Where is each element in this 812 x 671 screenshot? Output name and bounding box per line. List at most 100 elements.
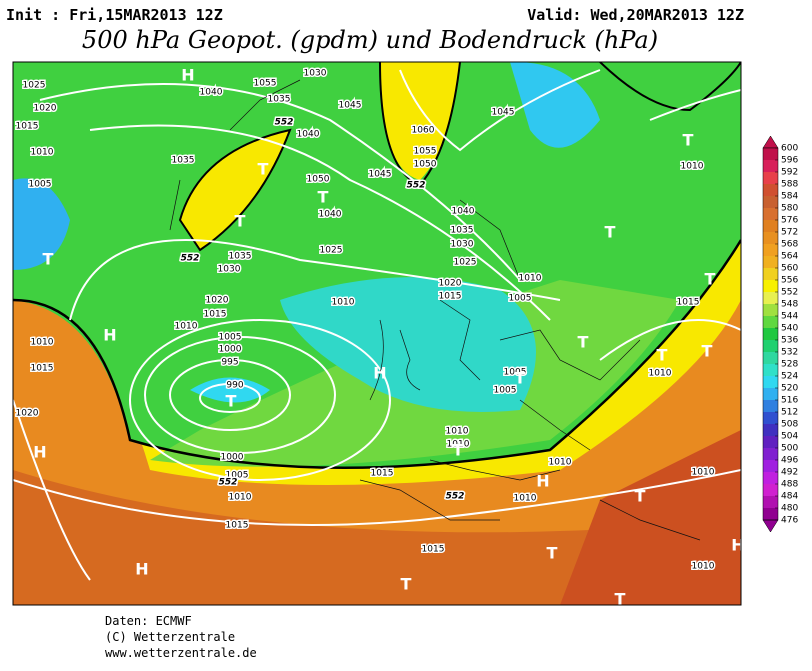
- colorbar-tick-label: 572: [781, 228, 798, 238]
- copyright: (C) Wetterzentrale: [105, 630, 235, 644]
- colorbar-tick-label: 536: [781, 336, 798, 346]
- contour-label: 552: [181, 254, 200, 264]
- colorbar-tick-label: 504: [781, 432, 798, 442]
- isobar-label: 1010: [31, 148, 54, 158]
- isobar-label: 1005: [226, 471, 249, 481]
- colorbar-swatch: [763, 268, 778, 280]
- colorbar-tick-label: 552: [781, 288, 798, 298]
- isobar-label: 1020: [206, 296, 229, 306]
- colorbar-swatch: [763, 352, 778, 364]
- isobar-label: 1015: [204, 310, 227, 320]
- contour-label: 552: [407, 181, 426, 191]
- map-frame: [12, 61, 742, 606]
- colorbar-tick-label: 532: [781, 348, 798, 358]
- colorbar-tick-label: 548: [781, 300, 798, 310]
- low-pressure-center: T: [235, 212, 246, 231]
- isobar-label: 1005: [504, 368, 527, 378]
- colorbar-swatch: [763, 388, 778, 400]
- isobar-label: 1035: [172, 156, 195, 166]
- isobar-label: 1010: [447, 440, 470, 450]
- high-pressure-center: H: [103, 326, 116, 345]
- colorbar-tick-label: 492: [781, 468, 798, 478]
- isobar-label: 1005: [509, 294, 532, 304]
- colorbar-tick-label: 476: [781, 516, 798, 526]
- isobar-label: 1015: [16, 122, 39, 132]
- data-source: Daten: ECMWF: [105, 614, 192, 628]
- colorbar-tick-label: 584: [781, 192, 798, 202]
- isobar-label: 1040: [452, 207, 475, 217]
- isobar-label: 1015: [439, 292, 462, 302]
- colorbar-swatch: [763, 436, 778, 448]
- isobar-label: 1055: [254, 79, 277, 89]
- colorbar-swatch: [763, 376, 778, 388]
- contour-label: 552: [219, 478, 238, 488]
- low-pressure-center: T: [702, 342, 713, 361]
- colorbar-swatch: [763, 220, 778, 232]
- colorbar-swatch: [763, 292, 778, 304]
- isobar-label: 1010: [175, 322, 198, 332]
- isobar-label: 1005: [29, 180, 52, 190]
- map-field: 1025 1020 1015 1010 1005 1040 1035 1030 1055 1040…: [13, 62, 741, 609]
- isobar-label: 1020: [439, 279, 462, 289]
- isobar-label: 990: [226, 381, 243, 391]
- isobar-label: 1015: [422, 545, 445, 555]
- colorbar-swatch: [763, 256, 778, 268]
- isobar-label: 1005: [219, 333, 242, 343]
- colorbar-tick-label: 516: [781, 396, 798, 406]
- valid-time: Valid: Wed,20MAR2013 12Z: [527, 6, 744, 24]
- colorbar-tick-label: 480: [781, 504, 798, 514]
- colorbar-tick-label: 524: [781, 372, 798, 382]
- colorbar-cap: [762, 135, 779, 149]
- isobar-label: 1005: [494, 386, 517, 396]
- isobar-label: 1010: [514, 494, 537, 504]
- low-pressure-center: T: [635, 487, 646, 506]
- low-pressure-center: T: [401, 575, 412, 594]
- colorbar-swatch: [763, 508, 778, 520]
- colorbar-frame: [762, 147, 779, 521]
- colorbar-tick-label: 528: [781, 360, 798, 370]
- colorbar-swatch: [763, 280, 778, 292]
- colorbar-swatch: [763, 160, 778, 172]
- colorbar-swatch: [763, 208, 778, 220]
- isobar-label: 1010: [332, 298, 355, 308]
- isobar-label: 1045: [339, 101, 362, 111]
- low-pressure-center: T: [226, 392, 237, 411]
- colorbar-swatch: [763, 460, 778, 472]
- colorbar-swatch: [763, 184, 778, 196]
- high-pressure-center: H: [373, 364, 386, 383]
- isobar-label: 1015: [226, 521, 249, 531]
- isobar-label: 1010: [519, 274, 542, 284]
- colorbar-tick-label: 512: [781, 408, 798, 418]
- colorbar-swatch: [763, 328, 778, 340]
- isobar-label: 1000: [219, 345, 242, 355]
- low-pressure-center: T: [683, 131, 694, 150]
- low-pressure-center: T: [43, 250, 54, 269]
- isobar-label: 1010: [549, 458, 572, 468]
- isobar-label: 1040: [319, 210, 342, 220]
- colorbar-tick-label: 496: [781, 456, 798, 466]
- isobar-label: 1025: [23, 81, 46, 91]
- colorbar-tick-label: 600: [781, 144, 798, 154]
- isobar-label: 1010: [681, 162, 704, 172]
- colorbar-tick-label: 488: [781, 480, 798, 490]
- colorbar-cap: [762, 519, 779, 533]
- coastlines: [169, 79, 701, 541]
- low-pressure-center: T: [515, 369, 526, 388]
- colorbar-tick-label: 580: [781, 204, 798, 214]
- isobar-label: 1045: [492, 108, 515, 118]
- low-pressure-center: T: [615, 590, 626, 609]
- low-pressure-center: T: [258, 160, 269, 179]
- init-time: Init : Fri,15MAR2013 12Z: [6, 6, 223, 24]
- isobar-label: 1025: [320, 246, 343, 256]
- high-pressure-center: H: [33, 443, 46, 462]
- isobar-label: 1025: [454, 258, 477, 268]
- high-pressure-center: H: [536, 472, 549, 491]
- isobar-label: 1015: [677, 298, 700, 308]
- contour-label: 552: [446, 492, 465, 502]
- isobar-label: 1035: [268, 95, 291, 105]
- website: www.wetterzentrale.de: [105, 646, 257, 660]
- isobar-label: 1015: [31, 364, 54, 374]
- low-pressure-center: T: [453, 441, 464, 460]
- isobar-label: 1020: [34, 104, 57, 114]
- isobar-label: 1060: [412, 126, 435, 136]
